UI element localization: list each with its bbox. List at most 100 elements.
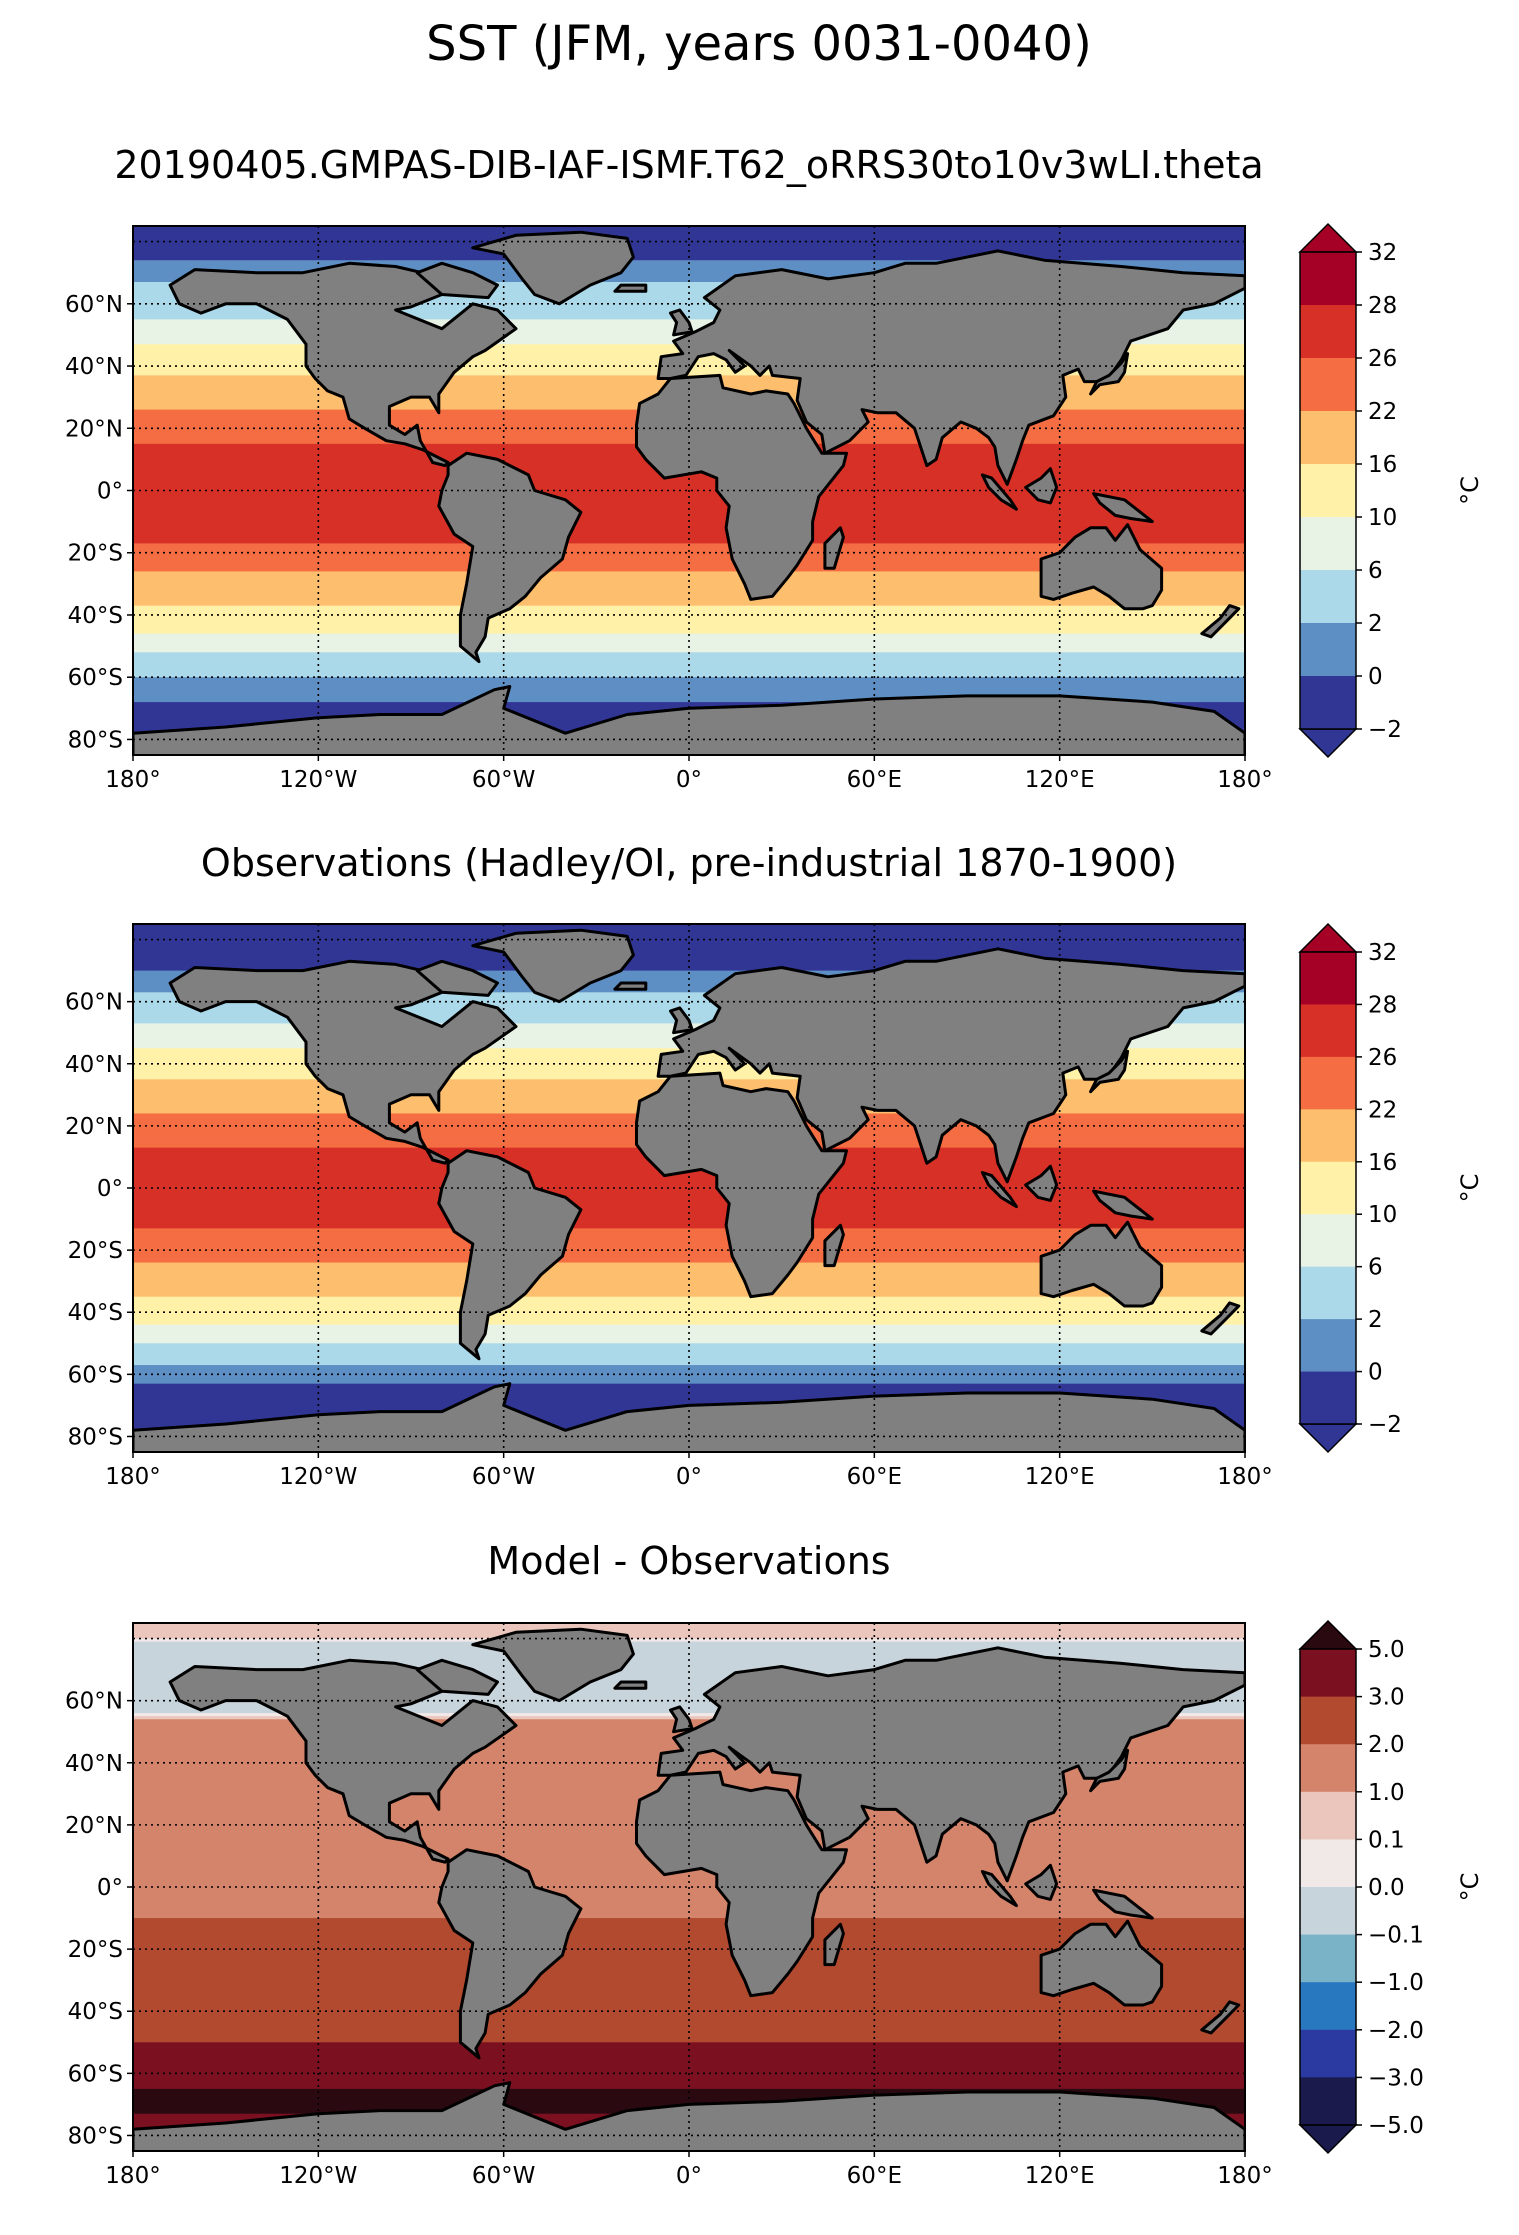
zonal-band	[133, 499, 1245, 504]
colorbar-tick-label: −0.1	[1368, 1923, 1424, 1949]
colorbar-tick-label: 5.0	[1368, 1637, 1405, 1663]
zonal-band	[133, 1986, 1245, 1991]
y-tick-label: 20°N	[65, 416, 123, 442]
zonal-band	[133, 998, 1245, 1003]
zonal-band	[133, 2026, 1245, 2031]
zonal-band	[133, 1262, 1245, 1267]
zonal-band	[133, 2032, 1245, 2037]
zonal-band	[133, 1206, 1245, 1211]
zonal-band	[133, 568, 1245, 573]
zonal-band	[133, 2051, 1245, 2056]
zonal-band	[133, 247, 1245, 252]
zonal-band	[133, 372, 1245, 376]
landmass-new-guinea	[1092, 1888, 1154, 1920]
colorbar-tick-label: −5.0	[1368, 2113, 1424, 2139]
colorbar-tick-label: 0.0	[1368, 1875, 1405, 1901]
zonal-band	[133, 1924, 1245, 1928]
zonal-band	[133, 527, 1245, 532]
zonal-band	[133, 2008, 1245, 2012]
y-tick-label: 40°N	[65, 1052, 123, 1078]
zonal-band	[133, 605, 1245, 610]
zonal-band	[133, 540, 1245, 544]
zonal-band	[133, 1967, 1245, 1972]
colorbar-tick-label: 10	[1368, 1202, 1397, 1228]
zonal-band	[133, 939, 1245, 944]
zonal-band	[133, 1309, 1245, 1313]
zonal-band	[133, 1327, 1245, 1332]
zonal-band	[133, 484, 1245, 488]
colorbar-tick-label: 0	[1368, 1360, 1383, 1386]
colorbar-segment	[1300, 464, 1356, 518]
x-tick-label: 120°E	[1025, 767, 1095, 793]
colorbar-tick-label: 32	[1368, 240, 1397, 266]
zonal-band	[133, 1231, 1245, 1236]
zonal-band	[133, 1219, 1245, 1223]
y-tick-label: 40°S	[68, 1300, 123, 1326]
zonal-band	[133, 316, 1245, 320]
zonal-band	[133, 1672, 1245, 1677]
y-tick-label: 60°N	[65, 292, 123, 318]
zonal-band	[133, 1380, 1245, 1385]
zonal-band	[133, 552, 1245, 557]
zonal-band	[133, 611, 1245, 616]
zonal-band	[133, 636, 1245, 641]
zonal-band	[133, 1237, 1245, 1242]
zonal-band	[133, 1172, 1245, 1177]
zonal-band	[133, 2045, 1245, 2050]
zonal-band	[133, 936, 1245, 941]
zonal-band	[133, 241, 1245, 246]
zonal-band	[133, 590, 1245, 594]
y-tick-label: 0°	[97, 1176, 123, 1202]
colorbar-segment	[1300, 623, 1356, 677]
landmass-south-america	[437, 451, 583, 664]
colorbar-segment	[1300, 517, 1356, 571]
x-tick-label: 180°	[1217, 1464, 1272, 1490]
colorbar-segment	[1300, 1649, 1356, 1698]
zonal-band	[133, 642, 1245, 647]
zonal-band	[133, 961, 1245, 965]
zonal-band	[133, 1194, 1245, 1198]
colorbar-label: °C	[1456, 1174, 1484, 1203]
zonal-band	[133, 948, 1245, 953]
landmass-new-zealand	[1200, 1301, 1241, 1336]
zonal-band	[133, 677, 1245, 681]
zonal-band	[133, 2057, 1245, 2062]
zonal-band	[133, 534, 1245, 538]
x-tick-label: 120°E	[1025, 1464, 1095, 1490]
zonal-band	[133, 927, 1245, 931]
zonal-band	[133, 1650, 1245, 1655]
landmass-madagascar	[823, 526, 845, 570]
zonal-band	[133, 1215, 1245, 1220]
zonal-band	[133, 493, 1245, 498]
zonal-band	[133, 933, 1245, 938]
landmass-greenland	[471, 1627, 635, 1703]
colorbar-segment	[1300, 1004, 1356, 1058]
zonal-band	[133, 1629, 1245, 1633]
zonal-band	[133, 506, 1245, 510]
landmass-iceland	[613, 981, 648, 991]
colorbar-segment	[1300, 1161, 1356, 1215]
panel-2: Observations (Hadley/OI, pre-industrial …	[65, 841, 1484, 1490]
zonal-band	[133, 683, 1245, 688]
zonal-band	[133, 1377, 1245, 1382]
colorbar-segment	[1300, 952, 1356, 1005]
zonal-band	[133, 973, 1245, 978]
zonal-band	[133, 1654, 1245, 1658]
landmass-baffin-island	[415, 959, 499, 997]
zonal-band	[133, 235, 1245, 240]
zonal-band	[133, 1685, 1245, 1689]
zonal-band	[133, 992, 1245, 997]
zonal-band	[133, 1250, 1245, 1254]
y-tick-label: 40°N	[65, 354, 123, 380]
landmass-australia	[1039, 1919, 1164, 2007]
zonal-band	[133, 1243, 1245, 1248]
zonal-band	[133, 1371, 1245, 1375]
zonal-band	[133, 2020, 1245, 2025]
zonal-band	[133, 655, 1245, 660]
zonal-band	[133, 2005, 1245, 2009]
zonal-band	[133, 1899, 1245, 1904]
zonal-band	[133, 1703, 1245, 1708]
colorbar-tick-label: 1.0	[1368, 1780, 1405, 1806]
zonal-band	[133, 624, 1245, 629]
zonal-band	[133, 1399, 1245, 1403]
